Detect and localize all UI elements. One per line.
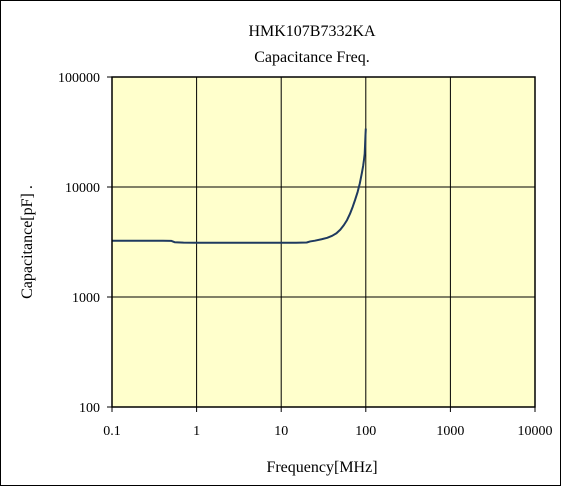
x-tick-label: 1000 [436,424,464,439]
y-axis-label: Capacitance[pF] . [19,185,36,299]
chart-subtitle: Capacitance Freq. [254,49,370,66]
y-tick-label: 100 [79,401,100,416]
x-tick-label: 10 [274,424,288,439]
x-axis-label: Frequency[MHz] [266,459,377,476]
chart-title: HMK107B7332KA [248,23,376,40]
y-tick-label: 1000 [72,291,100,306]
tick-labels: 0.1 1 10 100 1000 10000 100 1000 10000 100000 [58,71,553,439]
series-layer [112,128,367,244]
x-tick-label: 10000 [518,424,553,439]
plot-frame [111,76,536,408]
y-tick-label: 100000 [58,71,100,86]
x-tick-label: 0.1 [103,424,121,439]
x-tick-label: 1 [193,424,200,439]
y-tick-label: 10000 [65,181,100,196]
x-tick-label: 100 [355,424,376,439]
series-line [112,128,367,244]
